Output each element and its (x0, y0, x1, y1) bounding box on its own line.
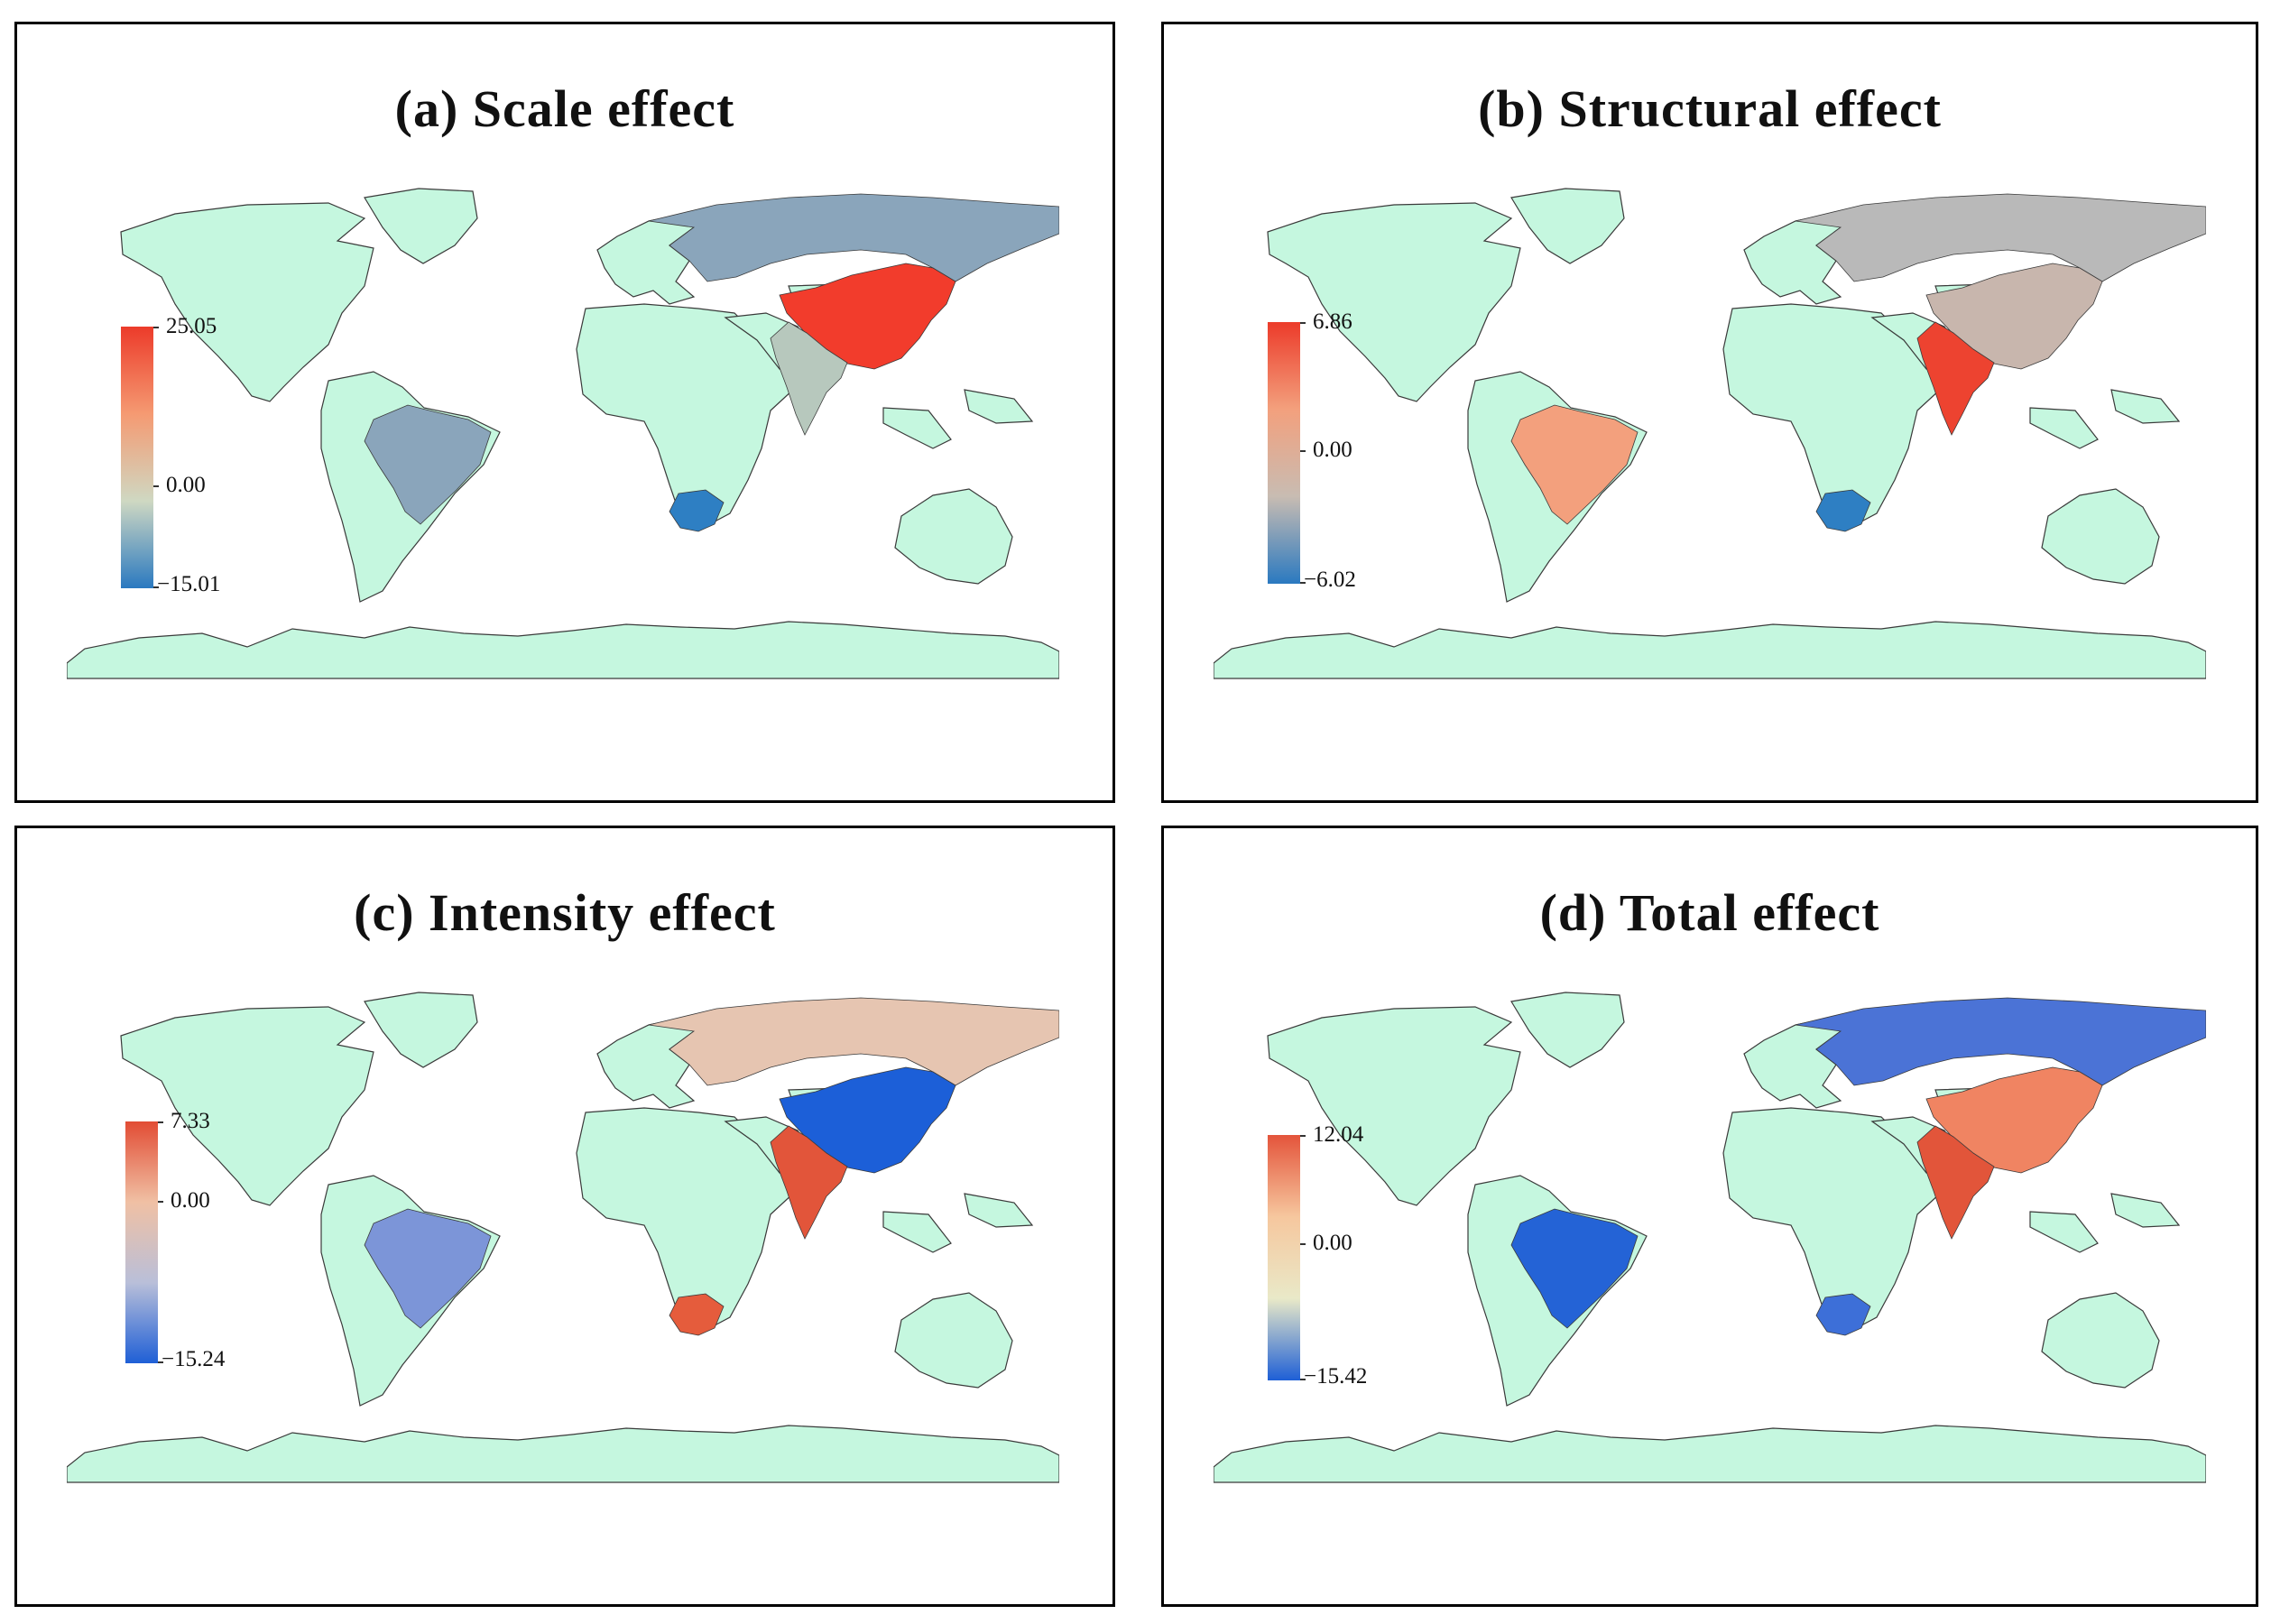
legend-min-label: −15.01 (157, 572, 221, 596)
country-brazil (364, 404, 492, 525)
world-map (67, 178, 1059, 683)
legend-gradient-bar (125, 1121, 158, 1363)
legend-max-label: 7.33 (171, 1109, 210, 1133)
landmass-australia (894, 488, 1013, 585)
country-brazil (1510, 404, 1639, 525)
landmass-greenland (1510, 992, 1625, 1068)
country-south-africa (669, 1293, 725, 1336)
legend-gradient-bar (121, 327, 153, 588)
landmass-north-america (120, 202, 374, 402)
panel-title: (c) Intensity effect (354, 883, 776, 942)
landmass-north-america (1267, 1006, 1521, 1206)
world-map (1214, 178, 2206, 683)
landmass-greenland (1510, 188, 1625, 264)
legend-min-label: −15.24 (162, 1347, 226, 1371)
legend-mid-label: 0.00 (1313, 438, 1352, 462)
landmass-antarctica (1214, 621, 2206, 679)
landmass-north-america (1267, 202, 1521, 402)
country-south-africa (669, 489, 725, 532)
legend-min-label: −15.42 (1304, 1364, 1368, 1389)
country-brazil (1510, 1208, 1639, 1329)
landmass-australia (894, 1292, 1013, 1389)
legend-max-label: 12.04 (1313, 1122, 1364, 1147)
landmass-antarctica (67, 621, 1059, 679)
landmass-north-america (120, 1006, 374, 1206)
panel-structural-effect: (b) Structural effect 6.86 0.00 −6.02 (1161, 22, 2258, 803)
country-south-africa (1815, 1293, 1871, 1336)
legend-mid-label: 0.00 (1313, 1231, 1352, 1255)
legend-max-label: 25.05 (166, 314, 217, 338)
world-map (67, 982, 1059, 1487)
legend-gradient-bar (1268, 1135, 1300, 1380)
legend-mid-label: 0.00 (166, 473, 206, 497)
landmass-australia (2041, 1292, 2160, 1389)
country-south-africa (1815, 489, 1871, 532)
landmass-antarctica (1214, 1425, 2206, 1483)
world-map (1214, 982, 2206, 1487)
panel-scale-effect: (a) Scale effect 25.05 0.00 −15.01 (14, 22, 1115, 803)
legend-max-label: 6.86 (1313, 309, 1352, 334)
legend-mid-label: 0.00 (171, 1188, 210, 1213)
landmass-antarctica (67, 1425, 1059, 1483)
panel-total-effect: (d) Total effect 12.04 0.00 −15.42 (1161, 826, 2258, 1607)
country-india (1916, 1125, 1995, 1240)
panel-title: (a) Scale effect (394, 79, 735, 138)
landmass-australia (2041, 488, 2160, 585)
panel-title: (d) Total effect (1539, 883, 1880, 942)
country-india (770, 1125, 848, 1240)
country-brazil (364, 1208, 492, 1329)
panel-intensity-effect: (c) Intensity effect 7.33 0.00 −15.24 (14, 826, 1115, 1607)
country-india (770, 321, 848, 436)
panel-title: (b) Structural effect (1478, 79, 1942, 138)
landmass-greenland (364, 992, 478, 1068)
legend-min-label: −6.02 (1304, 567, 1356, 592)
landmass-greenland (364, 188, 478, 264)
country-india (1916, 321, 1995, 436)
legend-gradient-bar (1268, 322, 1300, 584)
